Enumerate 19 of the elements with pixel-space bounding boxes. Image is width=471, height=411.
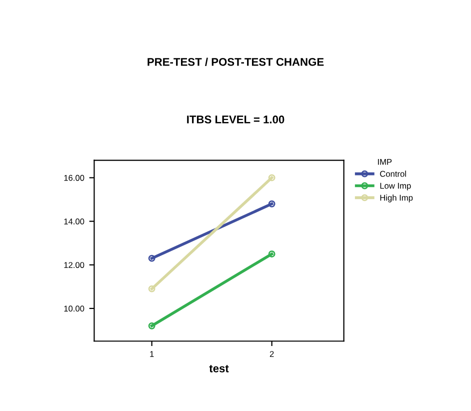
point xyxy=(148,254,156,262)
legend-label: Low Imp xyxy=(380,182,411,190)
y-tick-label: 10.00 xyxy=(64,306,84,312)
legend-label: High Imp xyxy=(380,194,413,202)
legend-label: Control xyxy=(380,170,406,177)
chart-subtitle: ITBS LEVEL = 1.00 xyxy=(187,116,284,124)
x-tick-label: 1 xyxy=(150,351,154,357)
legend-title: IMP xyxy=(378,159,392,165)
x-axis-title: test xyxy=(209,364,229,372)
point xyxy=(268,250,276,258)
point xyxy=(268,200,276,208)
y-tick-label: 14.00 xyxy=(64,218,84,224)
y-tick-label: 16.00 xyxy=(64,174,84,181)
point xyxy=(148,322,156,330)
chart-title: PRE-TEST / POST-TEST CHANGE xyxy=(148,58,324,66)
point xyxy=(148,285,156,292)
point xyxy=(268,174,276,182)
x-tick-label: 2 xyxy=(270,351,274,357)
y-tick-label: 12.00 xyxy=(64,262,84,268)
